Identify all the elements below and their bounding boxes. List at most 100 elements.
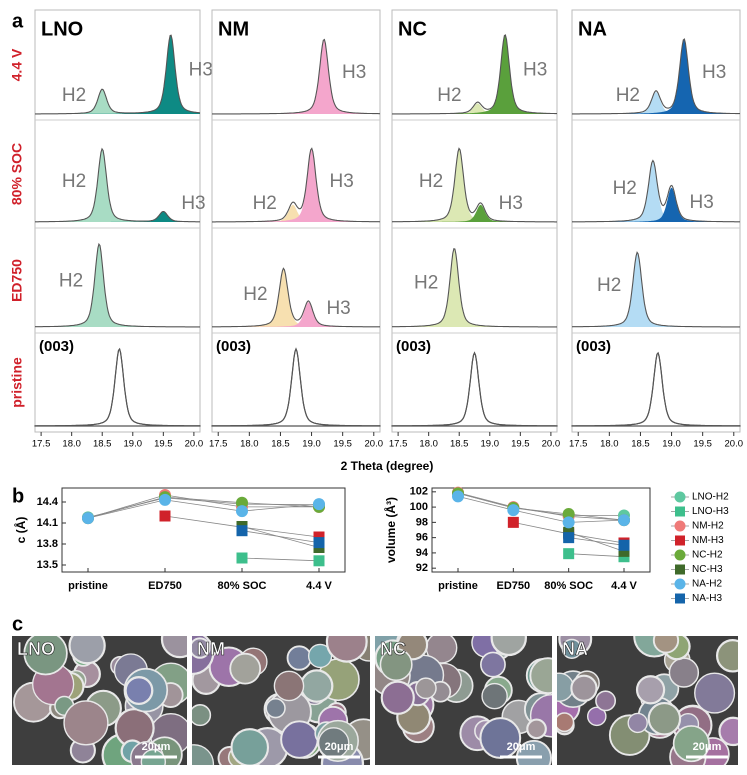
x-tick-label: 4.4 V [306,580,332,592]
legend-marker [675,593,685,604]
peak [35,149,200,222]
legend-label: NM-H2 [692,521,724,532]
particle [668,657,700,688]
x-tick-label: 19.0 [481,439,500,450]
peak [572,161,740,222]
image-label: NM [197,639,225,659]
series-line [241,557,320,562]
legend-marker [674,549,686,561]
image-label: NA [562,639,588,659]
x-tick-label: pristine [68,580,108,592]
marker [82,512,94,525]
particle [718,716,738,747]
x-tick-label: 19.0 [662,439,681,450]
particle [286,645,312,671]
x-tick-label: 17.5 [32,439,51,450]
panel-frame [571,9,741,433]
x-tick-label: 17.5 [209,439,228,450]
peak [35,35,200,114]
peak-label: H3 [499,193,523,214]
y-tick-label: 100 [410,501,428,513]
x-tick-label: 20.0 [542,439,561,450]
particle [647,701,682,736]
profile [212,38,380,115]
marker [452,490,464,503]
x-tick-label: 20.0 [725,439,744,450]
x-tick-label: 18.5 [450,439,469,450]
particle [627,712,648,734]
marker [236,525,248,537]
marker [563,548,575,560]
peak-label: H2 [62,85,86,106]
reflection-label: (003) [396,338,431,355]
particle [481,682,508,710]
particle [415,677,437,700]
column-title: NA [578,18,607,40]
y-tick-label: 94 [416,547,429,559]
profile [572,351,740,427]
sem-image [557,636,738,765]
particle [595,690,617,712]
x-axis-label: 2 Theta (degree) [341,459,434,473]
series-line [568,537,625,546]
profile [35,34,201,115]
peak [212,204,380,222]
series-line [241,530,320,543]
x-tick-label: 19.0 [302,439,321,450]
marker [313,537,325,549]
scale-bar-label: 20μm [325,741,354,753]
profile [212,267,380,328]
series-line [457,496,625,523]
marker [618,539,630,551]
peak-label: H2 [414,273,438,294]
profile [392,34,557,115]
marker [507,504,520,517]
x-tick-label: 19.5 [693,439,712,450]
row-label: 80% SOC [9,143,25,205]
particle [694,672,736,714]
x-tick-label: 19.0 [124,439,143,450]
scale-bar-label: 20μm [142,741,171,753]
peak-label: H2 [419,171,443,192]
column-title: NC [398,18,427,40]
x-tick-label: pristine [438,580,478,592]
y-tick-label: 13.8 [37,538,58,550]
particle [140,748,167,765]
panel-frame [391,9,558,433]
legend-label: NC-H2 [692,550,723,561]
y-tick-label: 14.4 [37,496,59,508]
peak-label: H2 [437,85,461,106]
marker [313,531,325,543]
peak-label: H2 [243,284,267,305]
particle [526,718,547,740]
legend-label: NM-H3 [692,535,724,546]
particle [570,674,598,702]
particle [229,652,262,685]
profile [35,147,200,223]
legend-label: LNO-H2 [692,492,729,503]
peak [35,211,200,222]
x-tick-label: ED750 [148,580,182,592]
x-tick-label: 80% SOC [544,580,593,592]
series-line [87,499,320,519]
profile [212,347,380,427]
reflection-label: (003) [216,338,251,355]
x-tick-label: 20.0 [185,439,204,450]
y-axis-label: c (Å) [13,517,28,544]
marker [618,514,630,527]
image-label: NC [380,639,406,659]
peak [211,347,381,427]
profile [572,38,740,115]
y-tick-label: 92 [416,562,428,574]
series-line [457,492,625,521]
peak-label: H2 [59,270,83,291]
marker [236,505,248,518]
profile [35,347,200,427]
legend-label: NA-H3 [692,593,722,604]
particle [325,636,368,663]
sem-image [192,636,370,765]
marker [313,555,325,567]
particle [587,706,607,727]
peak-label: H2 [616,85,640,106]
